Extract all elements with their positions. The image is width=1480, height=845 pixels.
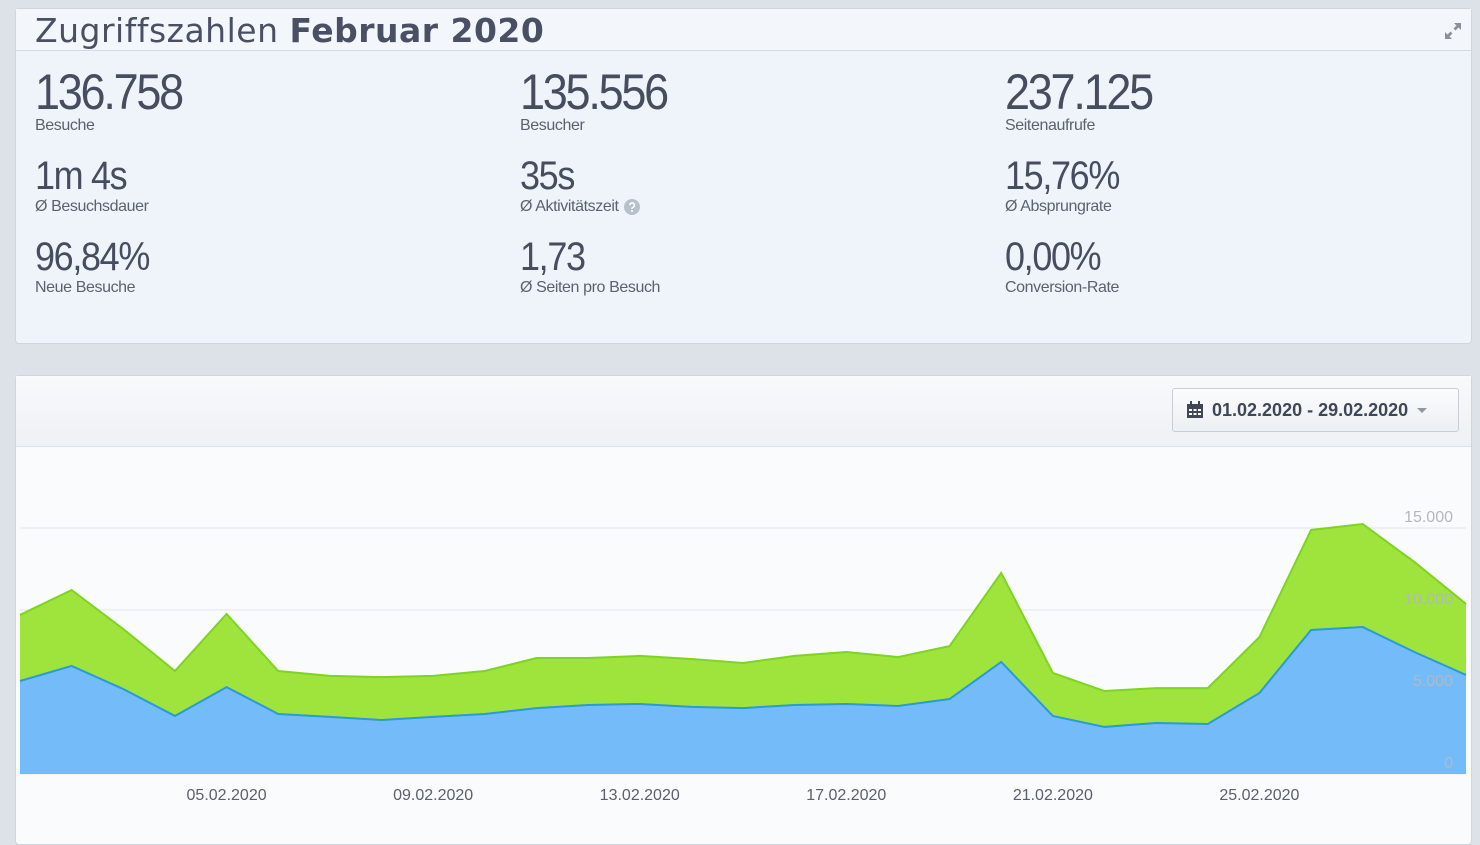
y-tick-label: 5.000 [1413, 673, 1453, 690]
stat-label-text: Conversion-Rate [1005, 279, 1120, 296]
stat: 1,73 Ø Seiten pro Besuch [520, 235, 660, 297]
stat-label-text: Ø Besuchsdauer [35, 198, 149, 215]
stat-label-text: Ø Seiten pro Besuch [520, 279, 661, 296]
stats-panel: Zugriffszahlen Februar 2020 136.758 Besuc… [15, 8, 1472, 344]
stat-label: Ø Seiten pro Besuch [520, 279, 660, 297]
stat-label-text: Besuche [35, 117, 95, 134]
x-tick-label: 17.02.2020 [806, 787, 886, 804]
stat-label: Ø Absprungrate [1005, 198, 1132, 216]
panel-title: Zugriffszahlen Februar 2020 [35, 11, 544, 50]
stat: 135.556 Besucher [520, 67, 683, 135]
stat-label: Neue Besuche [35, 279, 162, 297]
stat: 1m 4s Ø Besuchsdauer [35, 154, 149, 216]
stat: 96,84% Neue Besuche [35, 235, 162, 297]
stat-label: Ø Besuchsdauer [35, 198, 149, 216]
stat: 136.758 Besuche [35, 67, 198, 135]
stat-label: Besuche [35, 117, 198, 135]
stat-value: 0,00% [1005, 235, 1102, 279]
stat-value: 1m 4s [35, 154, 128, 198]
stat-value: 237.125 [1005, 64, 1154, 120]
stat-value: 135.556 [520, 64, 669, 120]
date-range: 01.02.2020 - 29.02.2020 [1212, 399, 1409, 420]
stat: 15,76% Ø Absprungrate [1005, 154, 1132, 216]
area [20, 524, 1466, 774]
stat-label: Ø Aktivitätszeit [520, 198, 640, 216]
x-tick-label: 09.02.2020 [393, 787, 473, 804]
y-tick-label: 10.000 [1404, 591, 1453, 608]
stat-label: Seitenaufrufe [1005, 117, 1168, 135]
panel-header: Zugriffszahlen Februar 2020 [16, 9, 1471, 51]
help-icon[interactable] [623, 199, 640, 215]
x-tick-label: 21.02.2020 [1013, 787, 1093, 804]
title-period: Februar 2020 [289, 11, 545, 50]
stat-label-text: Neue Besuche [35, 279, 136, 296]
expand-icon[interactable] [1443, 21, 1463, 41]
stat-label: Besucher [520, 117, 683, 135]
x-tick-label: 05.02.2020 [187, 787, 267, 804]
area-line [19, 626, 1467, 728]
title-text: Zugriffszahlen [35, 11, 279, 50]
stat-value: 136.758 [35, 64, 184, 120]
stat: 0,00% Conversion-Rate [1005, 235, 1119, 297]
stat-value: 96,84% [35, 235, 150, 279]
area-line [19, 523, 1467, 693]
calendar-icon [1187, 401, 1203, 418]
area [20, 627, 1466, 774]
stat-value: 15,76% [1005, 154, 1120, 198]
chart-header: 01.02.2020 - 29.02.2020 [16, 376, 1471, 447]
stat-value: 35s [520, 154, 575, 198]
stat: 35s Ø Aktivitätszeit [520, 154, 640, 216]
y-tick-label: 0 [1444, 755, 1453, 772]
y-tick-label: 15.000 [1404, 509, 1453, 526]
stat-value: 1,73 [520, 235, 586, 279]
x-tick-label: 13.02.2020 [600, 787, 680, 804]
stat: 237.125 Seitenaufrufe [1005, 67, 1168, 135]
stat-label-text: Ø Absprungrate [1005, 198, 1112, 215]
stat-label-text: Seitenaufrufe [1005, 117, 1095, 134]
stat-label-text: Besucher [520, 117, 585, 134]
stat-label-text: Ø Aktivitätszeit [520, 198, 619, 215]
caret [1417, 408, 1428, 413]
date-range-button[interactable]: 01.02.2020 - 29.02.2020 [1172, 388, 1459, 432]
x-tick-label: 25.02.2020 [1219, 787, 1299, 804]
stat-label: Conversion-Rate [1005, 279, 1119, 297]
